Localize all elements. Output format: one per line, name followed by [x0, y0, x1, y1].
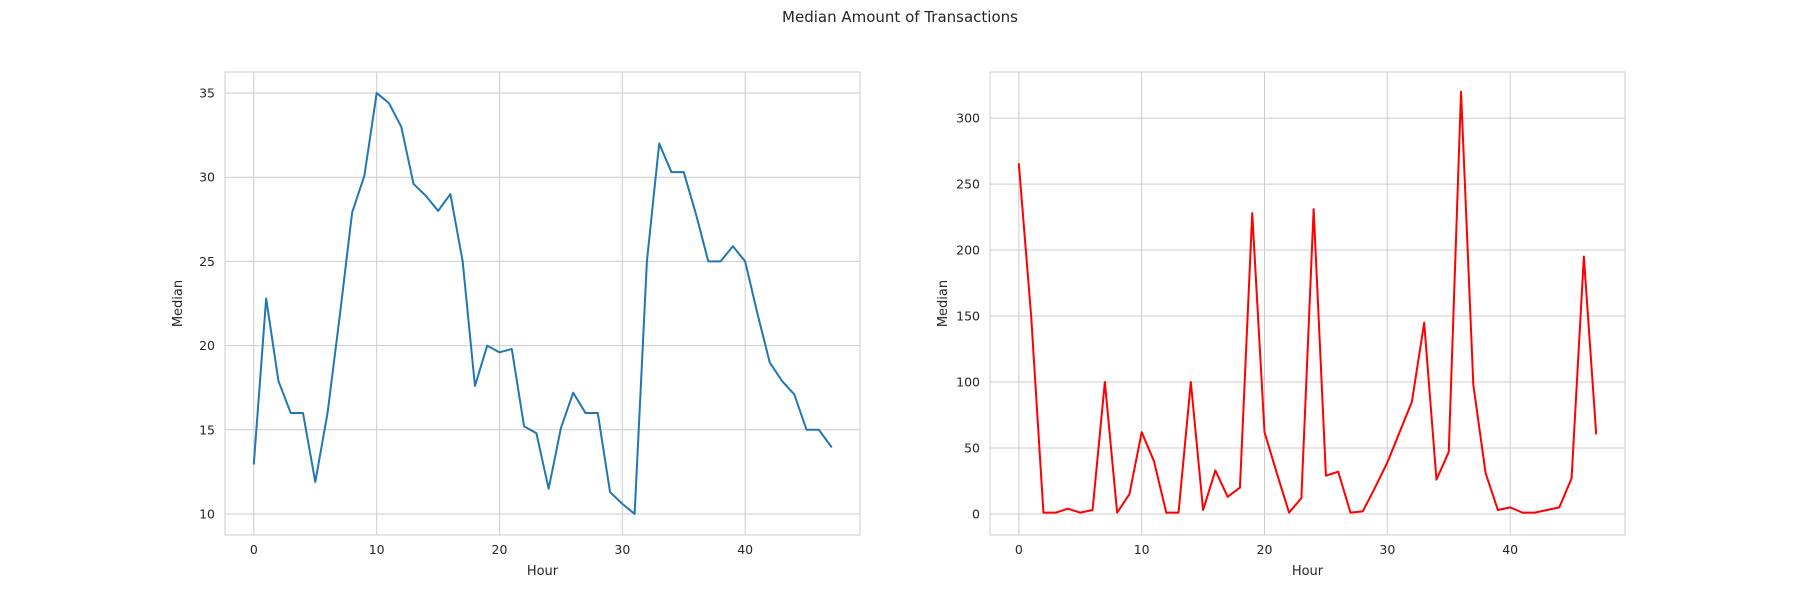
left-chart-series-line	[252, 92, 833, 515]
right-chart-y-tick-label: 150	[956, 309, 980, 324]
chart-left: 0 10 20 30 40 10 15 20 25 30 35 Hour Median	[171, 71, 861, 579]
left-chart-y-tick-label: 30	[199, 170, 215, 185]
right-chart-plot-frame	[989, 71, 1626, 536]
right-chart-x-tick-label: 20	[1257, 542, 1273, 557]
left-chart-x-tick-label: 0	[250, 542, 258, 557]
right-chart-x-tick-label: 40	[1502, 542, 1518, 557]
left-chart-plot-frame	[224, 71, 861, 536]
right-chart-x-tick-label: 0	[1015, 542, 1023, 557]
figure-title: Median Amount of Transactions	[782, 8, 1018, 26]
right-chart-series-line	[1017, 90, 1598, 514]
chart-right: 0 10 20 30 40 0 50 100 150 200 250 300 Hour Median	[936, 71, 1626, 579]
right-chart-x-tick-label: 30	[1379, 542, 1395, 557]
left-chart-y-tick-label: 25	[199, 254, 215, 269]
right-chart-y-tick-label: 100	[956, 375, 980, 390]
right-chart-y-axis-label: Median	[936, 280, 951, 327]
left-chart-x-tick-label: 30	[614, 542, 630, 557]
right-chart-x-axis-label: Hour	[1292, 564, 1324, 579]
left-chart-y-tick-label: 10	[199, 506, 215, 521]
left-chart-y-tick-label: 20	[199, 338, 215, 353]
right-chart-x-tick-label: 10	[1134, 542, 1150, 557]
right-chart-y-tick-label: 250	[956, 177, 980, 192]
right-chart-y-tick-label: 50	[964, 440, 980, 455]
left-chart-x-tick-label: 40	[737, 542, 753, 557]
right-chart-y-tick-label: 200	[956, 243, 980, 258]
left-chart-x-tick-label: 20	[492, 542, 508, 557]
left-chart-y-tick-label: 15	[199, 422, 215, 437]
right-chart-y-tick-label: 0	[972, 506, 980, 521]
right-chart-y-tick-label: 300	[956, 111, 980, 126]
left-chart-y-tick-label: 35	[199, 86, 215, 101]
left-chart-x-tick-label: 10	[369, 542, 385, 557]
left-chart-x-axis-label: Hour	[527, 564, 559, 579]
right-chart-plot-background	[990, 72, 1625, 535]
left-chart-y-axis-label: Median	[171, 280, 186, 327]
